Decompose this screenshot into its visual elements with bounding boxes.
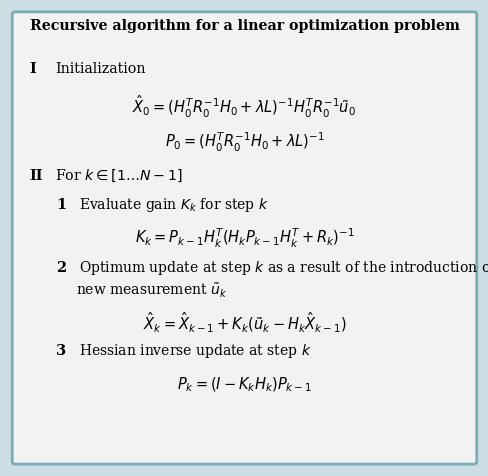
Text: $P_k = (I - K_k H_k) P_{k-1}$: $P_k = (I - K_k H_k) P_{k-1}$ [177, 376, 311, 394]
Text: For $k \in [1 \ldots N-1]$: For $k \in [1 \ldots N-1]$ [55, 168, 182, 184]
Text: Initialization: Initialization [55, 62, 145, 76]
Text: new measurement $\tilde{u}_k$: new measurement $\tilde{u}_k$ [76, 282, 226, 300]
Text: 1: 1 [56, 198, 66, 212]
Text: Optimum update at step $k$ as a result of the introduction of the: Optimum update at step $k$ as a result o… [79, 258, 488, 277]
Text: $K_k = P_{k-1} H_k^T (H_k P_{k-1} H_k^T + R_k)^{-1}$: $K_k = P_{k-1} H_k^T (H_k P_{k-1} H_k^T … [134, 227, 354, 249]
Text: Hessian inverse update at step $k$: Hessian inverse update at step $k$ [79, 342, 310, 360]
Text: I: I [29, 62, 36, 76]
Text: Recursive algorithm for a linear optimization problem: Recursive algorithm for a linear optimiz… [29, 19, 459, 33]
Text: 3: 3 [56, 344, 66, 358]
Text: $\hat{X}_0 = (H_0^T R_0^{-1} H_0 + \lambda L)^{-1} H_0^T R_0^{-1} \tilde{u}_0$: $\hat{X}_0 = (H_0^T R_0^{-1} H_0 + \lamb… [132, 94, 356, 120]
Text: II: II [29, 169, 43, 183]
Text: $P_0 = (H_0^T R_0^{-1} H_0 + \lambda L)^{-1}$: $P_0 = (H_0^T R_0^{-1} H_0 + \lambda L)^… [164, 131, 324, 154]
Text: $\hat{X}_k = \hat{X}_{k-1} + K_k(\tilde{u}_k - H_k \hat{X}_{k-1})$: $\hat{X}_k = \hat{X}_{k-1} + K_k(\tilde{… [142, 311, 346, 335]
Text: Evaluate gain $K_k$ for step $k$: Evaluate gain $K_k$ for step $k$ [79, 196, 268, 214]
Text: 2: 2 [56, 260, 66, 275]
